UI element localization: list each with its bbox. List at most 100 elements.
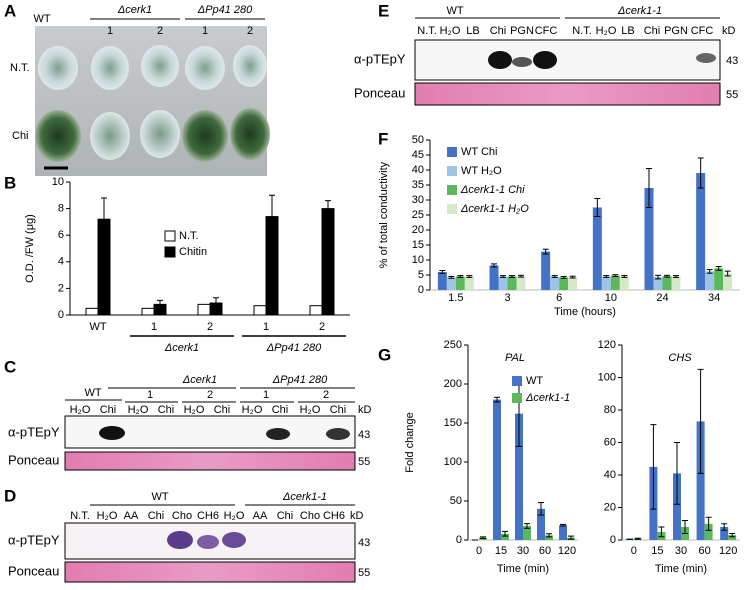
label: N.T. bbox=[572, 25, 592, 37]
x-tick-label: 60 bbox=[698, 545, 710, 557]
label: H₂O bbox=[224, 510, 245, 522]
x-tick-label: 6 bbox=[556, 292, 562, 304]
group-label: ΔPp41 280 bbox=[266, 342, 322, 354]
label: AA bbox=[253, 510, 268, 522]
error-bar bbox=[673, 275, 679, 278]
bar bbox=[253, 305, 267, 316]
x-tick-label: 2 bbox=[319, 321, 325, 333]
panel-letter: E bbox=[378, 1, 389, 20]
bar bbox=[545, 535, 553, 540]
bar bbox=[501, 533, 509, 540]
label: Chi bbox=[158, 404, 175, 416]
label: 1 bbox=[263, 389, 269, 401]
bar bbox=[705, 271, 715, 290]
label: Chi bbox=[214, 404, 231, 416]
legend-label: WT bbox=[526, 375, 543, 387]
legend-swatch bbox=[447, 147, 457, 157]
x-tick-label: 3 bbox=[504, 292, 510, 304]
error-bar bbox=[560, 276, 567, 279]
x-tick-label: 0 bbox=[631, 545, 637, 557]
bar bbox=[97, 218, 111, 316]
label: Cho bbox=[300, 510, 320, 522]
label: Chi bbox=[330, 404, 347, 416]
label: AA bbox=[124, 510, 139, 522]
colonies bbox=[35, 45, 270, 162]
error-bar bbox=[706, 269, 713, 274]
bar bbox=[619, 276, 629, 290]
error-bar bbox=[721, 523, 728, 531]
y-tick-label: 20 bbox=[412, 224, 424, 236]
y-tick-label: 30 bbox=[412, 194, 424, 206]
bar bbox=[673, 473, 681, 540]
label: CFC bbox=[535, 25, 558, 37]
error-bar bbox=[724, 270, 731, 277]
label: H₂O bbox=[184, 404, 205, 416]
bar bbox=[696, 421, 705, 540]
bar bbox=[197, 303, 211, 316]
label: H₂O bbox=[242, 404, 263, 416]
label: Chi bbox=[644, 25, 661, 37]
x-tick-label: 30 bbox=[517, 545, 529, 557]
y-tick-label: 8 bbox=[58, 203, 64, 215]
label: ΔPp41 280 bbox=[272, 374, 328, 386]
label: 55 bbox=[726, 89, 738, 101]
y-tick-label: 120 bbox=[598, 339, 616, 351]
y-tick-label: 10 bbox=[412, 254, 424, 266]
bar bbox=[85, 307, 99, 316]
bar bbox=[662, 276, 672, 290]
error-bar bbox=[546, 533, 552, 538]
y-tick-label: 250 bbox=[444, 339, 462, 351]
label: WT bbox=[84, 387, 101, 399]
label: Cho bbox=[172, 510, 192, 522]
error-bar bbox=[157, 299, 163, 305]
y-tick-label: 80 bbox=[604, 404, 616, 416]
label: H₂O bbox=[596, 25, 617, 37]
label: Chi bbox=[277, 510, 294, 522]
error-bar bbox=[213, 297, 219, 304]
y-tick-label: 20 bbox=[604, 501, 616, 513]
label: H₂O bbox=[70, 404, 91, 416]
label: H₂O bbox=[440, 25, 461, 37]
error-bar bbox=[594, 198, 601, 217]
error-bar bbox=[634, 537, 641, 540]
bar bbox=[209, 302, 223, 316]
x-axis-title: Time (min) bbox=[655, 563, 707, 575]
bar bbox=[601, 276, 611, 290]
error-bar bbox=[325, 200, 331, 209]
y-tick-label: 0 bbox=[418, 284, 424, 296]
label: CH6 bbox=[197, 510, 219, 522]
legend-label: N.T. bbox=[179, 230, 199, 242]
panel-letter: F bbox=[378, 129, 388, 148]
label: PGN bbox=[510, 25, 534, 37]
chart-title: CHS bbox=[668, 352, 692, 364]
label: PGN bbox=[664, 25, 688, 37]
x-tick-label: 120 bbox=[558, 545, 576, 557]
panel-letter: B bbox=[4, 173, 16, 192]
chart-title: PAL bbox=[505, 352, 525, 364]
y-tick-label: 200 bbox=[444, 378, 462, 390]
bar bbox=[568, 277, 578, 290]
bar bbox=[309, 305, 323, 316]
x-tick-label: 1 bbox=[151, 321, 157, 333]
label: α-pTEpY bbox=[8, 424, 60, 439]
legend-swatch bbox=[512, 393, 522, 403]
legend-swatch bbox=[164, 230, 176, 242]
bar bbox=[321, 208, 335, 316]
bar bbox=[493, 399, 501, 540]
x-tick-label: 1 bbox=[263, 321, 269, 333]
error-bar bbox=[518, 274, 524, 278]
x-tick-label: 15 bbox=[495, 545, 507, 557]
label: Δcerk1-1 bbox=[282, 491, 327, 503]
error-bar bbox=[101, 197, 107, 220]
legend-label: Chitin bbox=[179, 246, 207, 258]
y-tick-label: 5 bbox=[418, 269, 424, 281]
x-tick-label: 2 bbox=[207, 321, 213, 333]
label: WT bbox=[33, 13, 50, 25]
y-tick-label: 150 bbox=[444, 417, 462, 429]
y-tick-label: 0 bbox=[456, 534, 462, 546]
y-tick-label: 40 bbox=[604, 469, 616, 481]
label: 43 bbox=[726, 55, 738, 67]
error-bar bbox=[568, 535, 574, 540]
label: Ponceau bbox=[354, 85, 405, 100]
bar bbox=[507, 276, 517, 290]
